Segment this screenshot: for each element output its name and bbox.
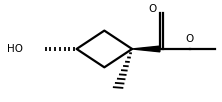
Polygon shape bbox=[132, 46, 160, 52]
Text: O: O bbox=[186, 34, 194, 44]
Text: O: O bbox=[148, 4, 156, 14]
Text: HO: HO bbox=[7, 44, 23, 54]
